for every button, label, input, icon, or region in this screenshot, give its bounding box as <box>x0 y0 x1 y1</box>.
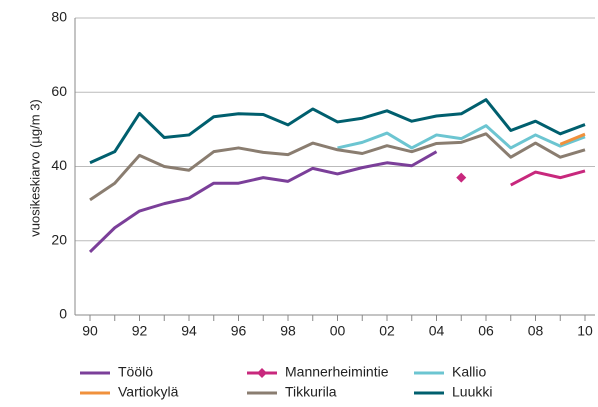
legend-label: Luukki <box>452 384 492 400</box>
y-tick-label: 60 <box>51 83 67 99</box>
legend-label: Töölö <box>118 364 153 380</box>
x-tick-label: 90 <box>82 323 98 339</box>
x-tick-label: 06 <box>478 323 494 339</box>
x-tick-label: 10 <box>577 323 593 339</box>
legend-marker <box>257 368 267 378</box>
x-tick-label: 98 <box>280 323 296 339</box>
x-tick-label: 02 <box>379 323 395 339</box>
y-tick-label: 20 <box>51 231 67 247</box>
line <box>89 132 586 202</box>
x-tick-label: 94 <box>181 323 197 339</box>
x-tick-label: 08 <box>528 323 544 339</box>
line <box>89 98 586 165</box>
y-tick-label: 40 <box>51 157 67 173</box>
x-tick-label: 00 <box>330 323 346 339</box>
line <box>337 124 586 150</box>
legend-label: Vartiokylä <box>118 384 179 400</box>
y-tick-label: 80 <box>51 9 67 25</box>
x-tick-label: 04 <box>429 323 445 339</box>
x-tick-label: 96 <box>231 323 247 339</box>
legend: Töölö Mannerheimintie Kallio Vartiokylä Tikk… <box>80 364 492 400</box>
y-tick-label: 0 <box>59 306 67 322</box>
line <box>510 169 586 187</box>
legend-label: Tikkurila <box>285 384 337 400</box>
legend-label: Mannerheimintie <box>285 364 389 380</box>
point-marker <box>456 172 467 183</box>
line <box>88 150 438 253</box>
line <box>559 132 586 146</box>
y-axis-label: vuosikeskiarvo (µg/m 3) <box>27 99 42 237</box>
legend-label: Kallio <box>452 364 486 380</box>
x-tick-label: 92 <box>132 323 148 339</box>
